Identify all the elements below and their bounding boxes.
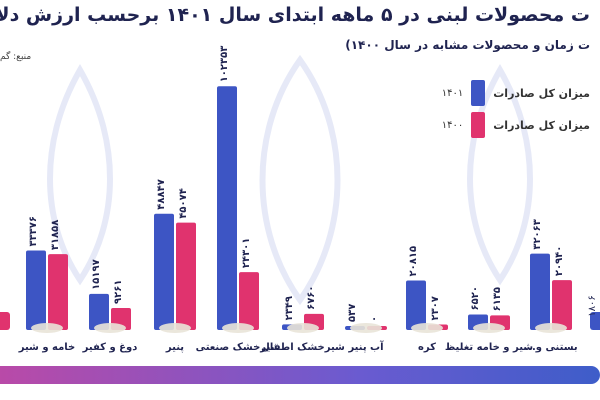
value-label-1400-1: ۹۲۶۱ [113,280,124,304]
value-label-1401-2: ۴۸۸۴۷ [156,179,167,210]
value-label-1400-5: ۰ [369,316,380,322]
bar-1401-8 [530,253,550,330]
value-label-1400-6: ۲۳۰۷ [430,296,441,320]
partial-bar-right-label: ۱۸۰۶ [587,295,598,316]
value-label-1401-3: ۱۰۲۳۵۳ [219,46,230,83]
bar-1401-1 [89,293,109,330]
product-icon-5 [350,323,382,333]
bar-1401-0 [26,250,46,330]
category-label-7: شیر و خامه تغلیظ [445,342,533,353]
bar-1400-8 [552,280,572,330]
value-label-1401-4: ۲۳۴۹ [284,296,295,320]
value-label-1401-8: ۳۲۰۶۳ [532,219,543,250]
bar-1401-6 [406,280,426,330]
source-label: منبع: گم [0,52,32,62]
category-label-1: دوغ و کفیر [82,342,138,353]
value-label-1401-6: ۲۰۸۱۵ [408,246,419,277]
product-icon-8 [535,323,567,333]
product-icon-2 [159,323,191,333]
legend-year-1401: ۱۴۰۱ [441,87,464,99]
legend-swatch-1400 [471,112,486,138]
product-icon-1 [94,323,126,333]
legend-item-1400: میزان کل صادرات ۱۴۰۰ [442,112,590,138]
legend-item-1401: میزان کل صادرات ۱۴۰۱ [442,80,590,106]
category-label-5: آب پنیر [347,340,384,353]
category-label-3: شیرخشک صنعتی [196,342,281,353]
bottom-decoration-bar [0,366,600,384]
partial-bar-right [590,312,600,330]
value-label-1401-7: ۶۵۲۰ [470,286,481,310]
value-label-1400-8: ۲۰۹۴۰ [554,246,565,277]
chart-title: ت محصولات لبنی در ۵ ماهه ابتدای سال ۱۴۰۱… [0,4,590,26]
legend-swatch-1401 [471,80,486,106]
bar-1400-3 [239,272,259,330]
product-icon-0 [31,323,63,333]
partial-bar-left [0,312,10,330]
bar-1401-3 [217,86,237,330]
bar-1400-0 [48,254,68,330]
product-icon-4 [287,323,319,333]
category-label-0: خامه و شیر [18,342,76,353]
value-label-1401-0: ۳۳۳۷۶ [28,216,39,247]
product-icon-6 [411,323,443,333]
category-label-6: کره [418,342,436,353]
category-label-4: شیرخشک اطفال [261,342,345,353]
value-label-1401-1: ۱۵۱۹۷ [91,259,102,290]
category-label-2: پنیر [165,342,184,353]
legend-label-1400: میزان کل صادرات [493,118,590,132]
value-label-1400-4: ۶۷۶۰ [306,285,317,309]
value-label-1400-0: ۳۱۸۵۸ [50,220,61,251]
value-label-1400-2: ۴۵۰۷۴ [178,188,189,219]
value-label-1400-3: ۲۴۳۰۱ [241,238,252,269]
value-label-1400-7: ۶۱۳۵ [492,287,503,311]
chart-subtitle: ت زمان و محصولات مشابه در سال ۱۴۰۰) [345,38,590,52]
product-icon-3 [222,323,254,333]
bar-1401-2 [154,213,174,330]
bar-1400-2 [176,222,196,330]
legend-year-1400: ۱۴۰۰ [441,119,464,131]
product-icon-7 [473,323,505,333]
category-label-8: بستنی و... [524,342,577,353]
value-label-1401-5: ۵۳۷ [347,304,358,322]
legend-label-1401: میزان کل صادرات [493,86,590,100]
